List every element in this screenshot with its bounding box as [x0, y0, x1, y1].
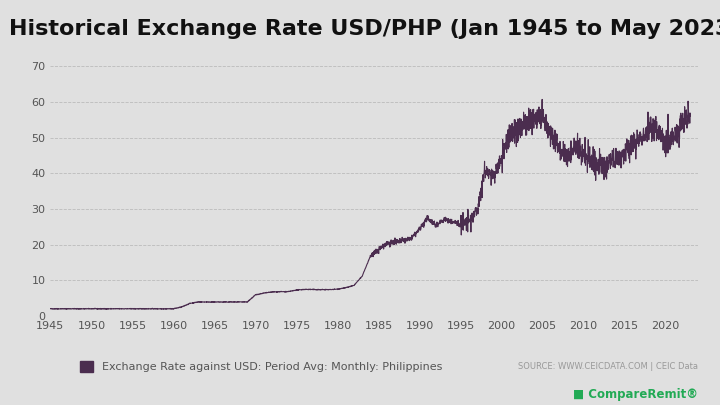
Text: SOURCE: WWW.CEICDATA.COM | CEIC Data: SOURCE: WWW.CEICDATA.COM | CEIC Data [518, 362, 698, 371]
Legend: Exchange Rate against USD: Period Avg: Monthly: Philippines: Exchange Rate against USD: Period Avg: M… [76, 356, 447, 377]
Title: Historical Exchange Rate USD/PHP (Jan 1945 to May 2023): Historical Exchange Rate USD/PHP (Jan 19… [9, 19, 720, 39]
Text: ■ CompareRemit®: ■ CompareRemit® [573, 388, 698, 401]
